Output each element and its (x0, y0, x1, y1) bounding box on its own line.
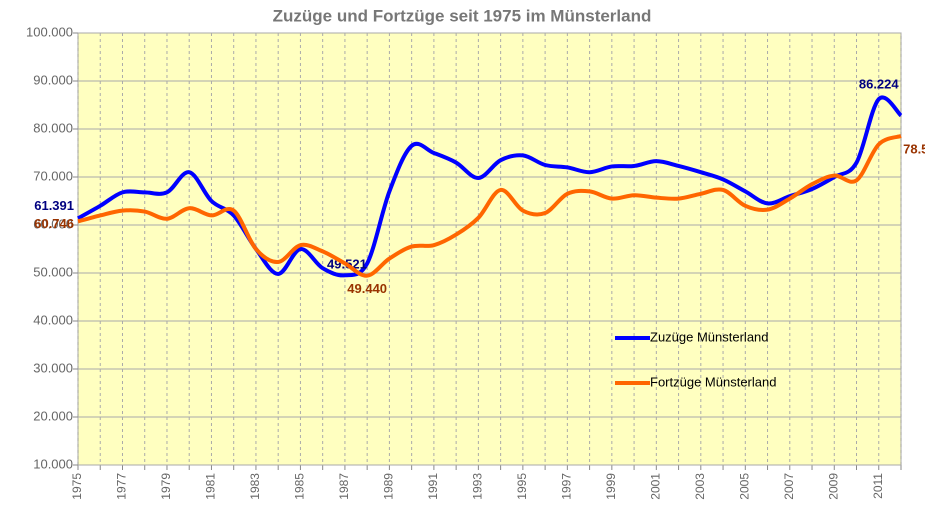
x-tick-label: 2007 (782, 473, 796, 500)
y-tick-label: 10.000 (33, 456, 73, 471)
x-tick-label: 1999 (604, 473, 618, 500)
series-line (77, 95, 903, 278)
x-tick-label: 2011 (871, 473, 885, 499)
x-tick-label: 1995 (515, 473, 529, 500)
data-label: 60.746 (34, 216, 74, 231)
data-label: 78.533 (903, 141, 925, 156)
x-tick-label: 1975 (70, 473, 84, 500)
data-label: 86.224 (859, 77, 900, 92)
series-line (77, 134, 902, 278)
y-tick-label: 90.000 (33, 72, 73, 87)
x-tick-label: 2003 (693, 473, 707, 500)
legend-label: Zuzüge Münsterland (650, 329, 769, 344)
y-tick-label: 100.000 (26, 24, 73, 39)
x-tick-label: 1993 (471, 473, 485, 500)
x-tick-label: 1979 (159, 473, 173, 500)
x-tick-label: 2005 (737, 473, 751, 500)
y-tick-label: 60.000 (33, 216, 73, 231)
y-tick-label: 30.000 (33, 360, 73, 375)
x-tick-label: 1991 (426, 473, 440, 500)
plot-area (77, 32, 902, 466)
x-tick-label: 1983 (248, 473, 262, 500)
data-label: 61.391 (34, 198, 74, 213)
y-tick-label: 40.000 (33, 312, 73, 327)
x-tick-label: 1981 (204, 473, 218, 500)
x-tick-label: 1989 (382, 473, 396, 500)
legend-label: Fortzüge Münsterland (650, 374, 776, 389)
data-label: 49.440 (347, 281, 387, 296)
x-tick-label: 2001 (648, 473, 662, 500)
x-tick-label: 1985 (293, 473, 307, 500)
x-tick-label: 1977 (115, 473, 129, 500)
y-tick-label: 70.000 (33, 168, 73, 183)
x-tick-label: 1987 (337, 473, 351, 500)
y-tick-label: 80.000 (33, 120, 73, 135)
x-tick-label: 2009 (826, 473, 840, 500)
chart-title: Zuzüge und Fortzüge seit 1975 im Münster… (273, 6, 652, 25)
x-tick-label: 1997 (560, 473, 574, 500)
y-tick-label: 50.000 (33, 264, 73, 279)
y-tick-label: 20.000 (33, 408, 73, 423)
